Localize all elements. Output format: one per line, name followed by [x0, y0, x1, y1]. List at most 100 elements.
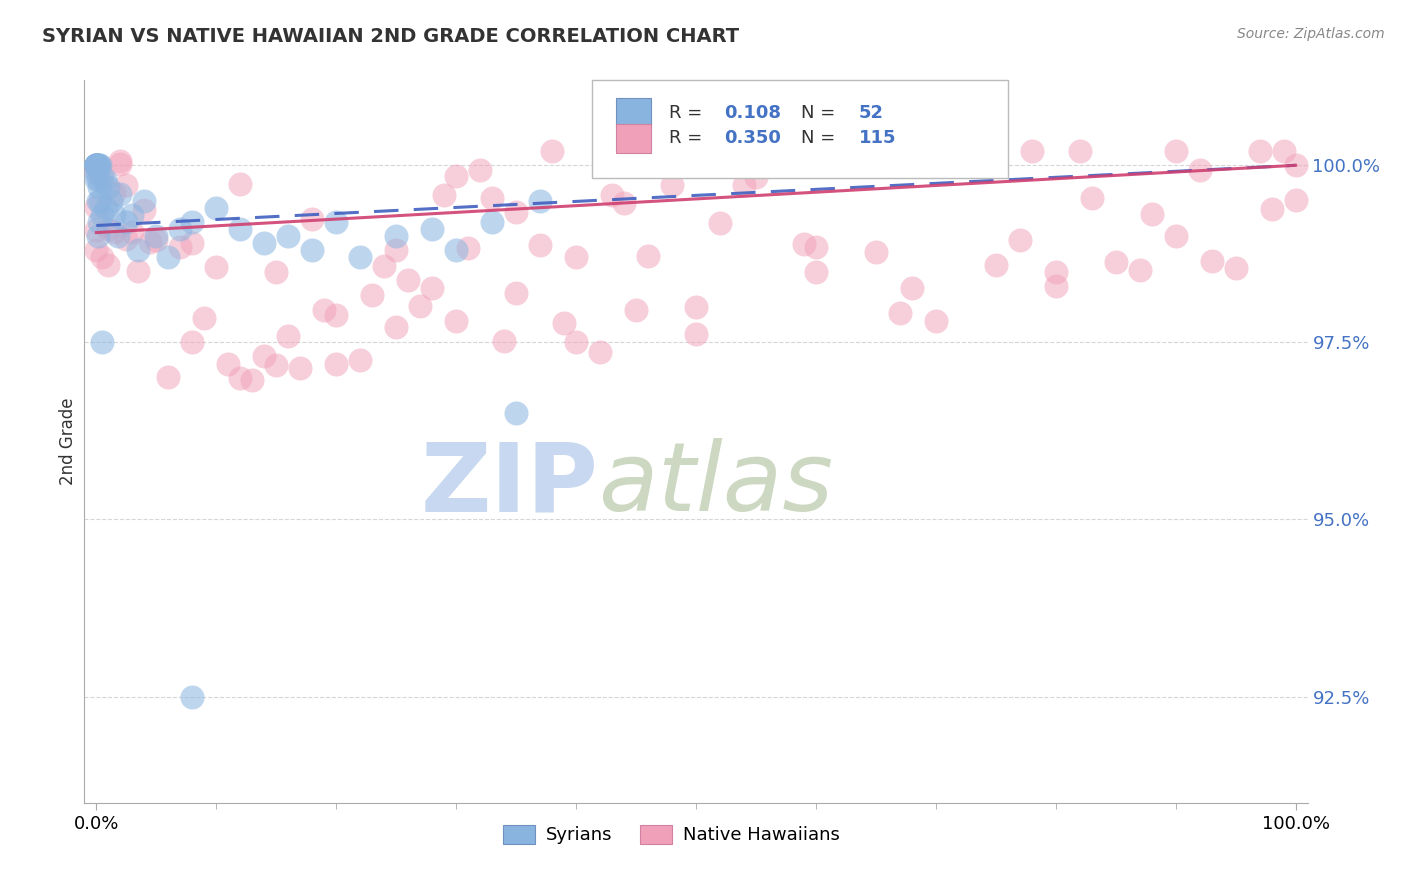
Y-axis label: 2nd Grade: 2nd Grade: [59, 398, 77, 485]
Point: [115, 215, 138, 229]
Point: [1284, 158, 1306, 172]
Point: [301, 212, 323, 227]
Point: [181, 215, 204, 229]
Point: [127, 264, 149, 278]
Text: Source: ZipAtlas.com: Source: ZipAtlas.com: [1237, 27, 1385, 41]
Point: [86, 158, 108, 172]
Point: [865, 244, 887, 259]
Point: [1188, 163, 1211, 178]
Point: [409, 299, 432, 313]
Point: [127, 244, 149, 258]
Point: [901, 281, 924, 295]
Point: [86, 158, 108, 172]
Point: [505, 285, 527, 300]
Point: [960, 149, 983, 163]
Point: [804, 240, 827, 254]
Point: [613, 195, 636, 210]
Point: [949, 144, 972, 158]
Point: [444, 314, 467, 328]
Point: [110, 157, 132, 171]
Point: [169, 222, 191, 236]
Point: [86, 165, 108, 179]
Text: 115: 115: [859, 129, 896, 147]
Point: [1105, 255, 1128, 269]
Point: [624, 303, 647, 318]
Point: [709, 216, 731, 230]
Point: [193, 311, 215, 326]
Point: [277, 229, 299, 244]
FancyBboxPatch shape: [592, 80, 1008, 178]
Point: [229, 222, 252, 236]
FancyBboxPatch shape: [616, 124, 651, 153]
Point: [87, 158, 110, 172]
Point: [444, 244, 467, 258]
Point: [637, 248, 659, 262]
Point: [86, 172, 108, 186]
Point: [565, 335, 588, 350]
Point: [685, 327, 707, 342]
Point: [889, 306, 911, 320]
Point: [86, 158, 108, 172]
Point: [1008, 233, 1031, 247]
Point: [745, 170, 768, 185]
Point: [1260, 202, 1282, 216]
Point: [396, 272, 419, 286]
Point: [1164, 229, 1187, 244]
Point: [157, 369, 180, 384]
Point: [253, 236, 276, 251]
Point: [661, 178, 683, 192]
Point: [301, 244, 323, 258]
Point: [94, 201, 117, 215]
Point: [1129, 263, 1152, 277]
Point: [984, 258, 1007, 272]
Point: [1272, 144, 1295, 158]
Point: [385, 229, 408, 244]
Point: [541, 144, 564, 158]
Point: [1080, 191, 1102, 205]
Point: [600, 187, 623, 202]
Point: [1069, 144, 1091, 158]
Point: [1225, 260, 1247, 275]
Point: [86, 194, 108, 208]
Point: [349, 352, 371, 367]
Point: [86, 158, 108, 172]
Point: [589, 344, 612, 359]
Point: [373, 259, 395, 273]
Point: [86, 158, 108, 172]
Point: [1045, 279, 1067, 293]
Point: [86, 201, 108, 215]
Point: [121, 225, 143, 239]
Point: [505, 205, 527, 219]
Point: [91, 169, 114, 183]
Point: [103, 186, 125, 200]
Point: [468, 162, 491, 177]
Point: [1045, 264, 1067, 278]
Point: [264, 264, 287, 278]
Point: [134, 202, 156, 217]
Point: [89, 158, 111, 172]
Text: SYRIAN VS NATIVE HAWAIIAN 2ND GRADE CORRELATION CHART: SYRIAN VS NATIVE HAWAIIAN 2ND GRADE CORR…: [42, 27, 740, 45]
Point: [420, 281, 443, 295]
FancyBboxPatch shape: [616, 98, 651, 128]
Text: R =: R =: [669, 103, 709, 122]
Point: [277, 328, 299, 343]
Point: [290, 361, 312, 376]
Point: [229, 371, 252, 385]
Point: [1201, 253, 1223, 268]
Point: [181, 235, 204, 250]
Point: [181, 335, 204, 350]
Point: [852, 144, 875, 158]
Point: [103, 208, 125, 222]
Point: [529, 194, 551, 208]
Point: [91, 172, 114, 186]
Point: [264, 358, 287, 372]
Point: [86, 158, 108, 172]
Point: [86, 243, 108, 257]
Point: [565, 250, 588, 264]
Point: [97, 222, 120, 236]
Point: [157, 251, 180, 265]
Point: [444, 169, 467, 184]
Point: [89, 194, 111, 208]
Point: [457, 241, 479, 255]
Point: [145, 229, 167, 244]
